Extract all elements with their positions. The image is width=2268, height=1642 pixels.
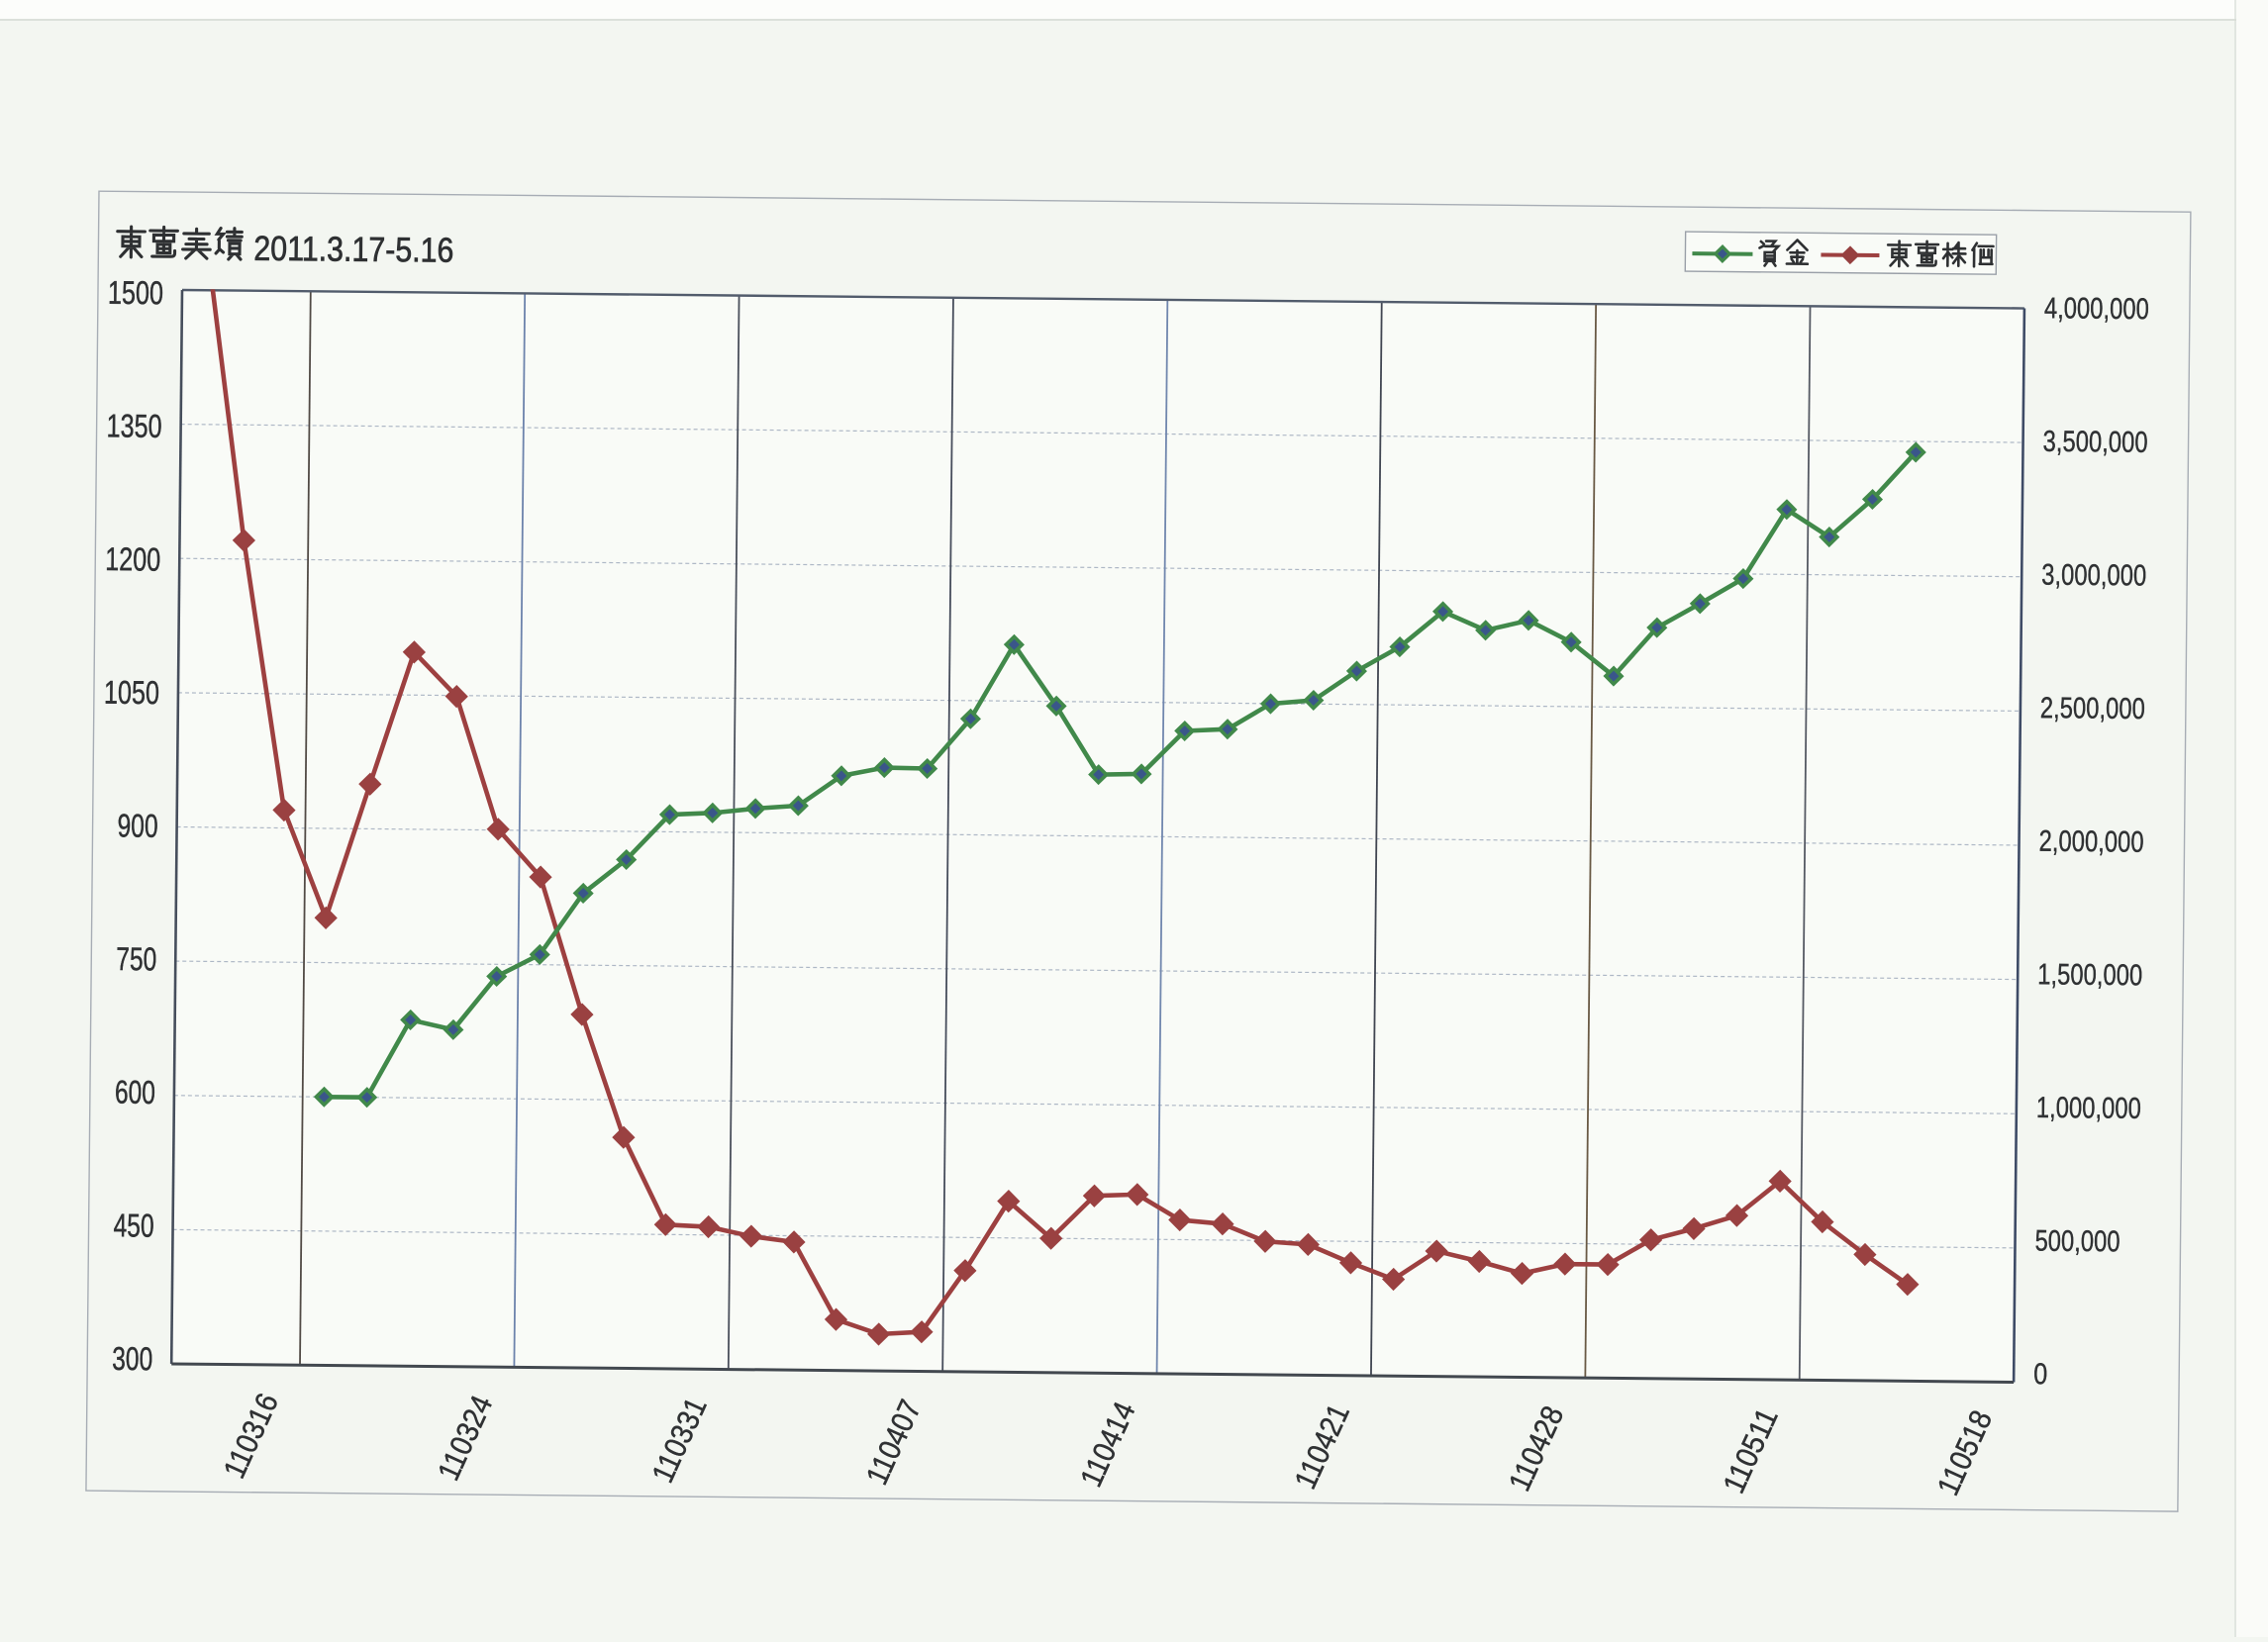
svg-text:1,500,000: 1,500,000 <box>2037 958 2142 992</box>
svg-text:750: 750 <box>116 940 156 977</box>
svg-text:1350: 1350 <box>106 407 161 444</box>
svg-text:600: 600 <box>115 1074 155 1111</box>
svg-text:4,000,000: 4,000,000 <box>2044 292 2149 326</box>
svg-text:1050: 1050 <box>104 674 159 712</box>
svg-text:450: 450 <box>113 1207 153 1243</box>
svg-text:3,000,000: 3,000,000 <box>2041 559 2146 593</box>
svg-text:500,000: 500,000 <box>2034 1225 2120 1259</box>
svg-text:3,500,000: 3,500,000 <box>2042 426 2147 459</box>
svg-text:2011.3.17-5.16: 2011.3.17-5.16 <box>253 230 453 270</box>
svg-text:1200: 1200 <box>105 540 160 578</box>
svg-text:2,000,000: 2,000,000 <box>2038 825 2143 859</box>
svg-text:900: 900 <box>117 807 157 843</box>
svg-text:300: 300 <box>112 1340 152 1377</box>
svg-text:1,000,000: 1,000,000 <box>2036 1092 2141 1125</box>
svg-text:0: 0 <box>2033 1358 2047 1391</box>
svg-text:1500: 1500 <box>108 274 163 312</box>
svg-text:2,500,000: 2,500,000 <box>2040 692 2145 725</box>
